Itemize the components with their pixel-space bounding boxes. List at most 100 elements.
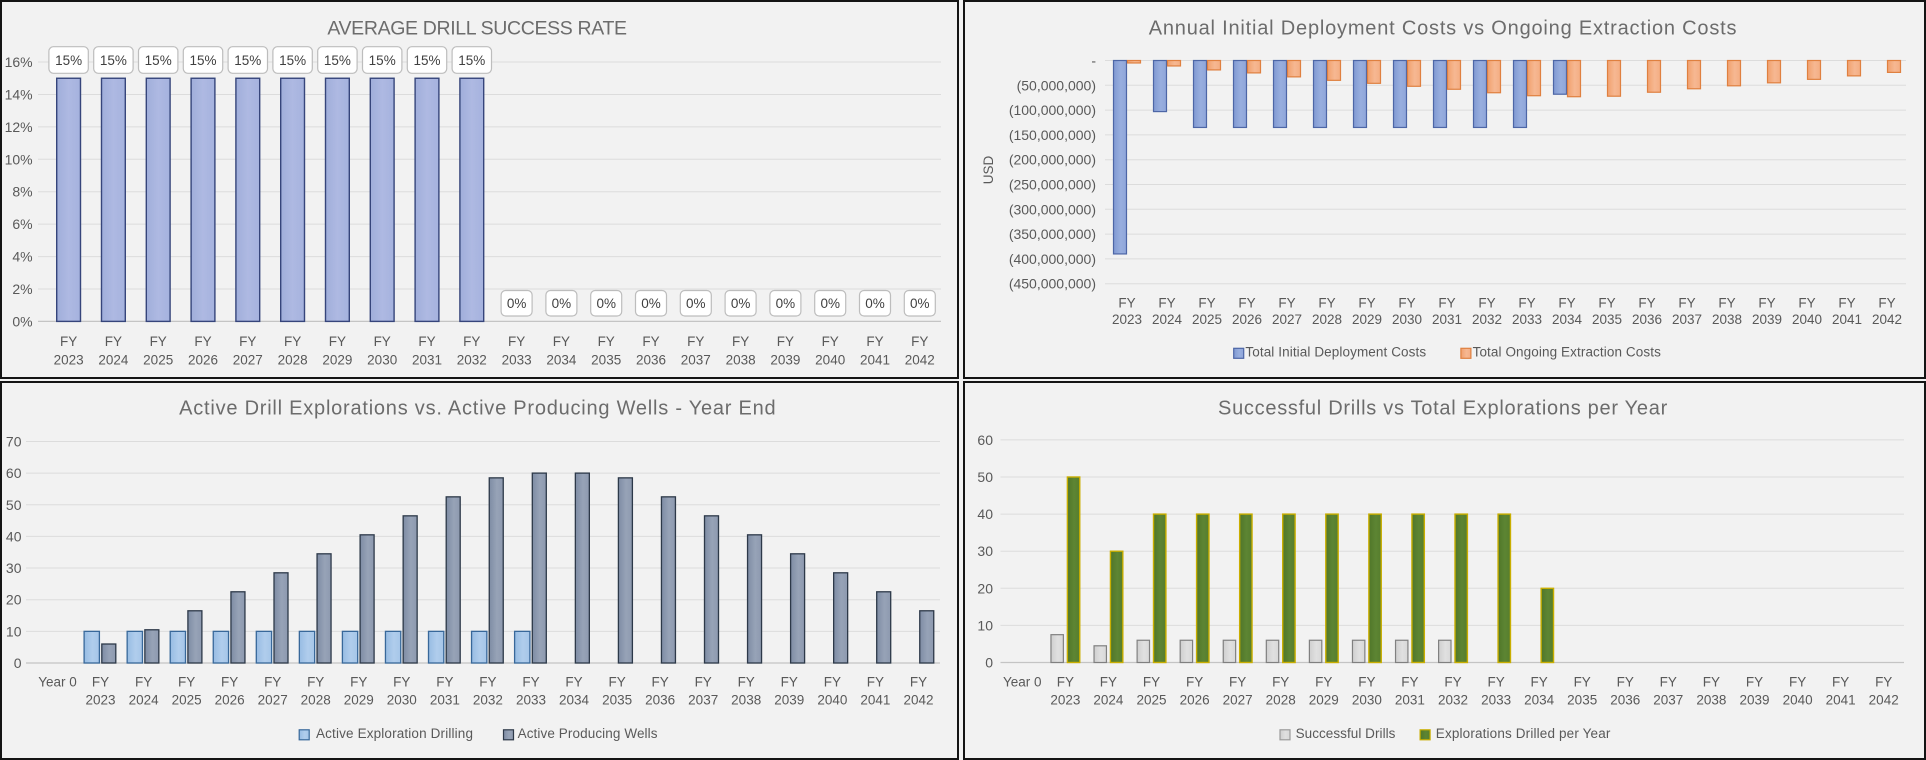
svg-text:2027: 2027 bbox=[1223, 692, 1253, 707]
svg-text:2024: 2024 bbox=[129, 692, 160, 707]
svg-text:FY: FY bbox=[1358, 675, 1375, 690]
svg-text:FY: FY bbox=[1143, 675, 1160, 690]
svg-text:2023: 2023 bbox=[85, 692, 115, 707]
svg-text:2037: 2037 bbox=[1653, 692, 1683, 707]
svg-text:FY: FY bbox=[1703, 675, 1720, 690]
svg-text:2024: 2024 bbox=[1152, 312, 1183, 327]
svg-text:2039: 2039 bbox=[1739, 692, 1769, 707]
svg-text:30: 30 bbox=[6, 560, 22, 576]
svg-text:FY: FY bbox=[1746, 675, 1763, 690]
svg-text:2027: 2027 bbox=[258, 692, 288, 707]
svg-text:FY: FY bbox=[911, 334, 928, 349]
svg-text:2025: 2025 bbox=[172, 692, 202, 707]
svg-text:2034: 2034 bbox=[546, 353, 577, 368]
svg-text:2037: 2037 bbox=[688, 692, 718, 707]
svg-text:15%: 15% bbox=[100, 53, 127, 68]
svg-text:2023: 2023 bbox=[54, 353, 84, 368]
svg-text:FY: FY bbox=[1358, 296, 1375, 311]
svg-text:FY: FY bbox=[329, 334, 346, 349]
svg-text:15%: 15% bbox=[145, 53, 172, 68]
svg-text:15%: 15% bbox=[234, 53, 261, 68]
svg-text:12%: 12% bbox=[5, 119, 33, 135]
svg-text:2036: 2036 bbox=[1610, 692, 1640, 707]
svg-text:FY: FY bbox=[910, 675, 927, 690]
svg-text:2042: 2042 bbox=[1872, 312, 1902, 327]
svg-text:FY: FY bbox=[1558, 296, 1575, 311]
svg-text:2042: 2042 bbox=[903, 692, 933, 707]
svg-text:FY: FY bbox=[695, 675, 712, 690]
svg-text:2025: 2025 bbox=[143, 353, 173, 368]
svg-text:2038: 2038 bbox=[1712, 312, 1742, 327]
svg-text:(400,000,000): (400,000,000) bbox=[1009, 251, 1096, 267]
svg-text:FY: FY bbox=[1444, 675, 1461, 690]
svg-text:FY: FY bbox=[239, 334, 256, 349]
svg-text:(150,000,000): (150,000,000) bbox=[1009, 127, 1096, 143]
svg-text:2036: 2036 bbox=[645, 692, 675, 707]
svg-text:Successful Drills: Successful Drills bbox=[1296, 726, 1396, 741]
svg-text:FY: FY bbox=[651, 675, 668, 690]
svg-text:2024: 2024 bbox=[98, 353, 129, 368]
svg-text:2030: 2030 bbox=[1352, 692, 1382, 707]
svg-text:Active Exploration Drilling: Active Exploration Drilling bbox=[316, 726, 473, 741]
svg-text:(50,000,000): (50,000,000) bbox=[1017, 77, 1096, 93]
svg-text:FY: FY bbox=[522, 675, 539, 690]
svg-text:2035: 2035 bbox=[1567, 692, 1597, 707]
svg-text:16%: 16% bbox=[5, 54, 33, 70]
svg-text:AVERAGE DRILL SUCCESS RATE: AVERAGE DRILL SUCCESS RATE bbox=[327, 18, 627, 40]
svg-text:FY: FY bbox=[1598, 296, 1615, 311]
svg-text:2031: 2031 bbox=[430, 692, 460, 707]
svg-text:2037: 2037 bbox=[681, 353, 711, 368]
svg-text:2039: 2039 bbox=[774, 692, 804, 707]
svg-text:2042: 2042 bbox=[1869, 692, 1899, 707]
svg-text:FY: FY bbox=[1617, 675, 1634, 690]
svg-text:40: 40 bbox=[977, 506, 993, 522]
svg-text:0%: 0% bbox=[776, 296, 796, 311]
svg-text:FY: FY bbox=[1518, 296, 1535, 311]
svg-text:2039: 2039 bbox=[770, 353, 800, 368]
svg-text:2032: 2032 bbox=[1472, 312, 1502, 327]
svg-text:Total Ongoing Extraction Costs: Total Ongoing Extraction Costs bbox=[1473, 345, 1661, 360]
svg-text:FY: FY bbox=[1057, 675, 1074, 690]
svg-text:FY: FY bbox=[463, 334, 480, 349]
svg-text:FY: FY bbox=[822, 334, 839, 349]
svg-text:2028: 2028 bbox=[1312, 312, 1342, 327]
svg-text:70: 70 bbox=[6, 434, 22, 450]
svg-text:2041: 2041 bbox=[860, 353, 890, 368]
svg-text:FY: FY bbox=[565, 675, 582, 690]
svg-text:FY: FY bbox=[1530, 675, 1547, 690]
svg-text:FY: FY bbox=[1318, 296, 1335, 311]
svg-text:FY: FY bbox=[1158, 296, 1175, 311]
svg-text:FY: FY bbox=[781, 675, 798, 690]
svg-text:FY: FY bbox=[777, 334, 794, 349]
svg-text:15%: 15% bbox=[189, 53, 216, 68]
svg-text:FY: FY bbox=[1878, 296, 1895, 311]
svg-text:0%: 0% bbox=[12, 313, 32, 329]
svg-text:Active Drill Explorations vs.: Active Drill Explorations vs. Active Pro… bbox=[179, 398, 776, 420]
svg-text:15%: 15% bbox=[413, 53, 440, 68]
svg-text:FY: FY bbox=[221, 675, 238, 690]
svg-text:2031: 2031 bbox=[1395, 692, 1425, 707]
svg-text:FY: FY bbox=[553, 334, 570, 349]
svg-text:FY: FY bbox=[1660, 675, 1677, 690]
svg-text:30: 30 bbox=[977, 543, 993, 559]
svg-text:2028: 2028 bbox=[1266, 692, 1296, 707]
svg-text:FY: FY bbox=[598, 334, 615, 349]
svg-text:2025: 2025 bbox=[1192, 312, 1222, 327]
svg-text:FY: FY bbox=[350, 675, 367, 690]
svg-text:2024: 2024 bbox=[1093, 692, 1124, 707]
svg-text:2030: 2030 bbox=[387, 692, 417, 707]
svg-text:2033: 2033 bbox=[502, 353, 532, 368]
svg-text:2040: 2040 bbox=[1783, 692, 1813, 707]
svg-text:0%: 0% bbox=[552, 296, 572, 311]
svg-text:FY: FY bbox=[178, 675, 195, 690]
svg-text:FY: FY bbox=[1478, 296, 1495, 311]
svg-text:FY: FY bbox=[738, 675, 755, 690]
svg-text:8%: 8% bbox=[12, 184, 32, 200]
svg-text:FY: FY bbox=[418, 334, 435, 349]
svg-text:FY: FY bbox=[1401, 675, 1418, 690]
svg-text:FY: FY bbox=[508, 334, 525, 349]
svg-text:2026: 2026 bbox=[188, 353, 218, 368]
svg-text:60: 60 bbox=[6, 465, 22, 481]
svg-text:40: 40 bbox=[6, 528, 22, 544]
svg-text:FY: FY bbox=[1278, 296, 1295, 311]
